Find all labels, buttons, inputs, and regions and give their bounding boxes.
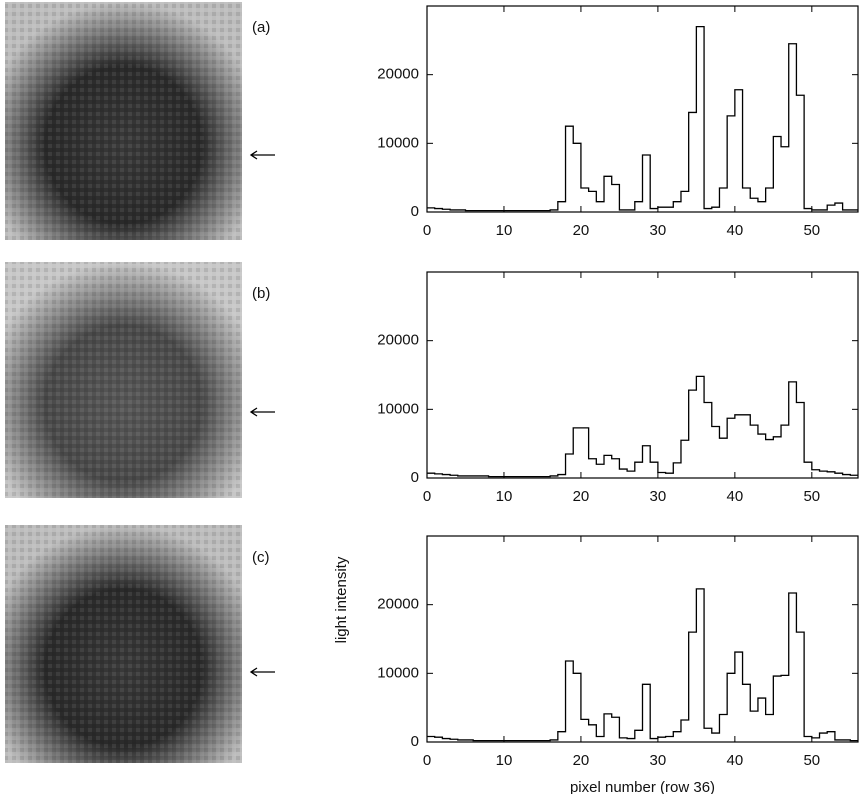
x-tick-label: 20	[573, 222, 590, 239]
cat-image-a	[5, 2, 242, 240]
y-tick-label: 20000	[377, 332, 419, 349]
y-tick-label: 0	[411, 203, 419, 220]
x-tick-label: 50	[803, 752, 820, 769]
y-tick-label: 20000	[377, 596, 419, 613]
x-axis-label: pixel number (row 36)	[570, 779, 715, 794]
y-axis-label: light intensity	[333, 556, 350, 643]
x-tick-label: 0	[423, 488, 431, 505]
y-tick-label: 20000	[377, 66, 419, 83]
x-tick-label: 40	[727, 752, 744, 769]
y-tick-label: 10000	[377, 400, 419, 417]
panel-label: (a)	[252, 19, 270, 36]
x-tick-label: 0	[423, 752, 431, 769]
step-line	[427, 588, 858, 742]
x-tick-label: 40	[727, 488, 744, 505]
x-tick-label: 20	[573, 752, 590, 769]
step-line	[427, 25, 858, 212]
panel-label: (c)	[252, 549, 270, 566]
plot-frame	[426, 535, 859, 743]
step-line	[427, 375, 858, 478]
x-tick-label: 10	[496, 222, 513, 239]
x-tick-label: 20	[573, 488, 590, 505]
plot-frame	[426, 5, 859, 213]
y-tick-label: 10000	[377, 664, 419, 681]
x-tick-label: 50	[803, 222, 820, 239]
x-tick-label: 0	[423, 222, 431, 239]
row-arrows	[249, 150, 275, 677]
plot-frame	[426, 271, 859, 479]
panel-label: (b)	[252, 285, 270, 302]
x-tick-label: 30	[650, 752, 667, 769]
x-tick-label: 10	[496, 488, 513, 505]
y-tick-label: 0	[411, 469, 419, 486]
x-tick-label: 30	[650, 488, 667, 505]
x-tick-label: 10	[496, 752, 513, 769]
x-tick-label: 50	[803, 488, 820, 505]
y-tick-label: 10000	[377, 134, 419, 151]
y-tick-label: 0	[411, 733, 419, 750]
x-tick-label: 30	[650, 222, 667, 239]
cat-image-b	[5, 262, 242, 498]
cat-image-c	[5, 525, 242, 763]
x-tick-label: 40	[727, 222, 744, 239]
